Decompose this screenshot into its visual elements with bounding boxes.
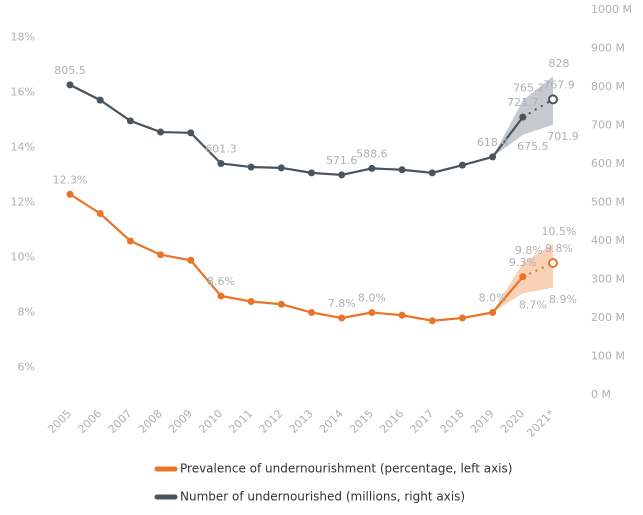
value-label: 8.0% — [479, 292, 507, 305]
x-tick-label: 2013 — [287, 407, 316, 436]
value-label: 601.3 — [205, 142, 237, 155]
y-tick-label: 14% — [11, 141, 35, 154]
point — [96, 210, 104, 217]
value-label: 8.0% — [358, 292, 386, 305]
point — [458, 314, 466, 322]
point — [187, 129, 195, 137]
y2-tick-label: 300 M — [591, 273, 625, 286]
point — [308, 309, 315, 316]
value-label: 8.6% — [207, 275, 235, 288]
legend-label: Number of undernourished (millions, righ… — [180, 490, 465, 504]
point — [458, 161, 466, 169]
point — [519, 113, 527, 121]
point — [308, 169, 315, 177]
y2-tick-label: 1000 M — [591, 3, 632, 16]
x-tick-label: 2011 — [226, 407, 255, 436]
x-tick-label: 2018 — [438, 407, 467, 436]
upper-label: 9.8% — [515, 244, 543, 257]
value-label: 588.6 — [356, 147, 388, 160]
point — [66, 190, 74, 198]
x-tick-label: 2014 — [317, 407, 346, 436]
value-label: 12.3% — [53, 173, 88, 186]
x-tick-label: 2021* — [524, 407, 557, 440]
series-line — [69, 83, 524, 177]
upper-label: 765.2 — [513, 81, 545, 94]
point — [338, 171, 346, 179]
y2-tick-label: 500 M — [591, 196, 625, 209]
point — [398, 311, 406, 319]
point — [548, 258, 558, 268]
lower-label: 8.9% — [549, 293, 577, 306]
y2-tick-label: 0 M — [591, 388, 611, 401]
lower-label: 675.5 — [517, 140, 549, 153]
point — [368, 309, 376, 316]
point — [247, 163, 255, 171]
point — [428, 169, 436, 177]
value-label: 571.6 — [326, 154, 358, 167]
value-label: 9.3% — [509, 256, 537, 269]
legend-label: Prevalence of undernourishment (percenta… — [180, 462, 512, 476]
point — [368, 164, 376, 172]
value-label: 9.8% — [545, 242, 573, 255]
x-tick-label: 2008 — [136, 407, 165, 436]
y-tick-label: 12% — [11, 196, 35, 209]
point — [519, 273, 527, 281]
y-tick-label: 16% — [11, 86, 35, 99]
y2-tick-label: 800 M — [591, 80, 625, 93]
point — [217, 159, 225, 167]
point — [489, 309, 497, 316]
point — [126, 117, 134, 125]
projection-line — [522, 98, 554, 119]
point — [247, 298, 255, 305]
upper-label: 828 — [549, 57, 570, 70]
x-tick-label: 2017 — [408, 407, 437, 436]
series-line — [69, 193, 524, 322]
value-label: 7.8% — [328, 297, 356, 310]
x-tick-label: 2010 — [196, 407, 225, 436]
y2-tick-label: 700 M — [591, 119, 625, 132]
value-label: 767.9 — [543, 78, 575, 91]
point — [217, 292, 225, 300]
x-tick-label: 2019 — [468, 407, 497, 436]
point — [428, 317, 436, 325]
point — [157, 128, 165, 136]
x-tick-label: 2006 — [75, 407, 104, 436]
point — [96, 96, 104, 104]
upper-label: 10.5% — [542, 225, 577, 238]
value-label: 721.7 — [507, 96, 539, 109]
x-tick-label: 2020 — [498, 407, 527, 436]
x-tick-label: 2012 — [257, 407, 286, 436]
point — [398, 166, 406, 174]
point — [548, 94, 558, 105]
point — [489, 153, 497, 161]
lower-label: 701.9 — [547, 130, 579, 143]
point — [187, 256, 195, 264]
value-label: 618.4 — [477, 136, 509, 149]
lower-label: 8.7% — [519, 298, 547, 311]
point — [277, 164, 285, 172]
point — [338, 314, 346, 322]
y2-tick-label: 600 M — [591, 157, 625, 170]
y-tick-label: 6% — [18, 361, 35, 374]
x-tick-label: 2005 — [45, 407, 74, 436]
point — [66, 81, 74, 89]
x-tick-label: 2016 — [377, 407, 406, 436]
x-tick-label: 2015 — [347, 407, 376, 436]
y2-tick-label: 400 M — [591, 234, 625, 247]
value-label: 805.5 — [54, 64, 86, 77]
point — [277, 300, 285, 308]
x-tick-label: 2007 — [106, 407, 135, 436]
x-tick-label: 2009 — [166, 407, 195, 436]
point — [157, 251, 165, 259]
y2-tick-label: 900 M — [591, 42, 625, 55]
y2-tick-label: 200 M — [591, 311, 625, 324]
y-tick-label: 10% — [11, 251, 35, 264]
point — [126, 237, 134, 245]
y2-tick-label: 100 M — [591, 350, 625, 363]
y-tick-label: 8% — [18, 306, 35, 319]
y-tick-label: 18% — [11, 31, 35, 44]
